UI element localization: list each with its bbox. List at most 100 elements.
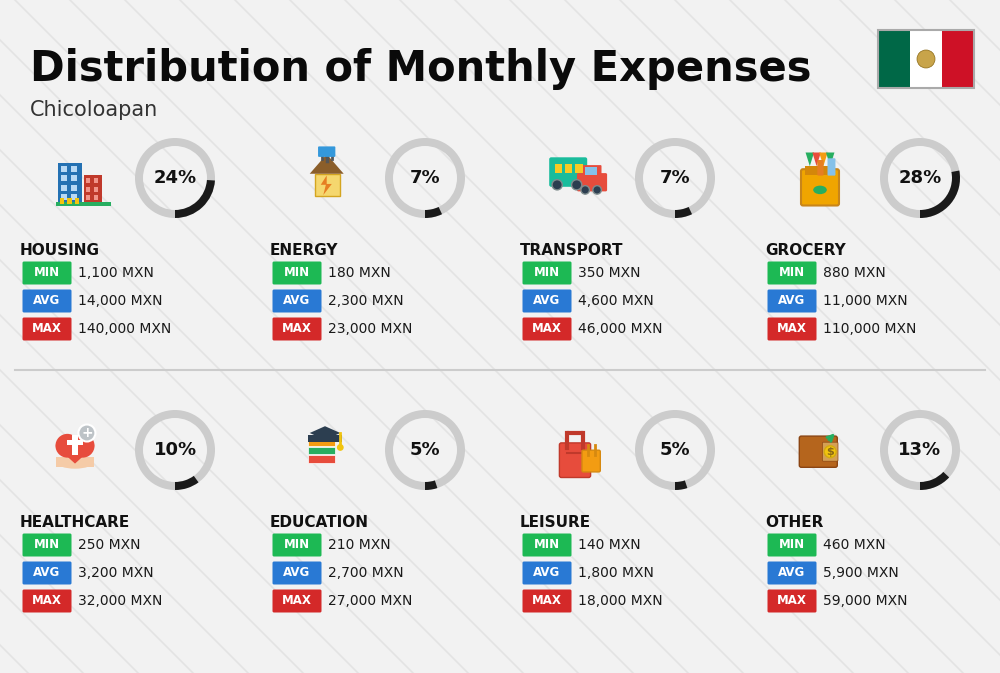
Text: MIN: MIN: [284, 267, 310, 279]
Text: ENERGY: ENERGY: [270, 243, 338, 258]
Text: 24%: 24%: [153, 169, 197, 187]
Wedge shape: [920, 472, 949, 490]
Text: Distribution of Monthly Expenses: Distribution of Monthly Expenses: [30, 48, 812, 90]
FancyBboxPatch shape: [522, 318, 572, 341]
Ellipse shape: [813, 186, 827, 194]
FancyBboxPatch shape: [768, 318, 816, 341]
Text: 7%: 7%: [660, 169, 690, 187]
Text: 460 MXN: 460 MXN: [823, 538, 886, 552]
Wedge shape: [135, 138, 215, 218]
FancyBboxPatch shape: [272, 590, 322, 612]
FancyBboxPatch shape: [86, 186, 90, 192]
FancyBboxPatch shape: [308, 455, 335, 463]
Text: MAX: MAX: [282, 322, 312, 336]
FancyBboxPatch shape: [315, 174, 340, 196]
FancyBboxPatch shape: [768, 561, 816, 584]
FancyBboxPatch shape: [67, 439, 83, 445]
Text: 23,000 MXN: 23,000 MXN: [328, 322, 412, 336]
Text: MIN: MIN: [534, 267, 560, 279]
Wedge shape: [425, 207, 442, 218]
Text: 250 MXN: 250 MXN: [78, 538, 140, 552]
FancyBboxPatch shape: [72, 435, 78, 455]
Text: $: $: [826, 447, 834, 457]
FancyBboxPatch shape: [768, 590, 816, 612]
Text: MIN: MIN: [284, 538, 310, 551]
FancyBboxPatch shape: [61, 185, 67, 190]
Text: MIN: MIN: [34, 267, 60, 279]
FancyBboxPatch shape: [61, 166, 67, 172]
Wedge shape: [135, 410, 215, 490]
FancyBboxPatch shape: [318, 147, 335, 157]
FancyBboxPatch shape: [22, 318, 72, 341]
FancyBboxPatch shape: [272, 289, 322, 312]
Text: AVG: AVG: [33, 295, 61, 308]
Text: MAX: MAX: [32, 594, 62, 608]
Wedge shape: [635, 138, 715, 218]
Polygon shape: [55, 446, 95, 464]
Text: 2,300 MXN: 2,300 MXN: [328, 294, 404, 308]
Text: 110,000 MXN: 110,000 MXN: [823, 322, 916, 336]
FancyBboxPatch shape: [58, 163, 82, 203]
FancyBboxPatch shape: [768, 262, 816, 285]
Text: LEISURE: LEISURE: [520, 515, 591, 530]
Wedge shape: [425, 481, 437, 490]
FancyBboxPatch shape: [522, 289, 572, 312]
Text: 210 MXN: 210 MXN: [328, 538, 391, 552]
Polygon shape: [826, 153, 834, 166]
Wedge shape: [675, 207, 692, 218]
FancyBboxPatch shape: [86, 195, 90, 200]
FancyBboxPatch shape: [61, 176, 67, 182]
FancyBboxPatch shape: [22, 561, 72, 584]
FancyBboxPatch shape: [272, 561, 322, 584]
FancyBboxPatch shape: [71, 185, 77, 190]
FancyBboxPatch shape: [910, 30, 942, 88]
FancyBboxPatch shape: [555, 164, 562, 173]
FancyBboxPatch shape: [828, 158, 835, 176]
Text: HOUSING: HOUSING: [20, 243, 100, 258]
Text: MAX: MAX: [777, 594, 807, 608]
Text: MAX: MAX: [532, 322, 562, 336]
Wedge shape: [920, 170, 960, 218]
Circle shape: [593, 186, 601, 194]
Circle shape: [78, 425, 95, 441]
Text: AVG: AVG: [533, 567, 561, 579]
FancyBboxPatch shape: [22, 534, 72, 557]
Ellipse shape: [56, 455, 94, 468]
Text: EDUCATION: EDUCATION: [270, 515, 369, 530]
Circle shape: [337, 444, 344, 451]
Text: AVG: AVG: [283, 567, 311, 579]
Polygon shape: [310, 154, 344, 174]
FancyBboxPatch shape: [61, 194, 67, 200]
Circle shape: [572, 180, 582, 190]
FancyBboxPatch shape: [942, 30, 974, 88]
FancyBboxPatch shape: [272, 262, 322, 285]
FancyBboxPatch shape: [308, 435, 342, 441]
Polygon shape: [819, 153, 828, 166]
Text: AVG: AVG: [778, 295, 806, 308]
Text: 5,900 MXN: 5,900 MXN: [823, 566, 899, 580]
FancyBboxPatch shape: [60, 199, 64, 203]
Text: 1,100 MXN: 1,100 MXN: [78, 266, 154, 280]
Circle shape: [824, 446, 836, 458]
Polygon shape: [812, 153, 821, 166]
Text: MIN: MIN: [534, 538, 560, 551]
Text: +: +: [81, 426, 93, 440]
Text: 1,800 MXN: 1,800 MXN: [578, 566, 654, 580]
Text: 880 MXN: 880 MXN: [823, 266, 886, 280]
Polygon shape: [56, 457, 94, 467]
Circle shape: [917, 50, 935, 68]
Wedge shape: [880, 138, 960, 218]
Wedge shape: [175, 180, 215, 218]
FancyBboxPatch shape: [768, 534, 816, 557]
FancyBboxPatch shape: [582, 165, 602, 177]
Text: MAX: MAX: [32, 322, 62, 336]
Text: 3,200 MXN: 3,200 MXN: [78, 566, 154, 580]
FancyBboxPatch shape: [71, 166, 77, 172]
FancyBboxPatch shape: [577, 173, 607, 191]
Text: AVG: AVG: [283, 295, 311, 308]
Text: 180 MXN: 180 MXN: [328, 266, 391, 280]
FancyBboxPatch shape: [585, 167, 597, 174]
Text: 27,000 MXN: 27,000 MXN: [328, 594, 412, 608]
FancyBboxPatch shape: [308, 438, 335, 446]
Text: 46,000 MXN: 46,000 MXN: [578, 322, 662, 336]
